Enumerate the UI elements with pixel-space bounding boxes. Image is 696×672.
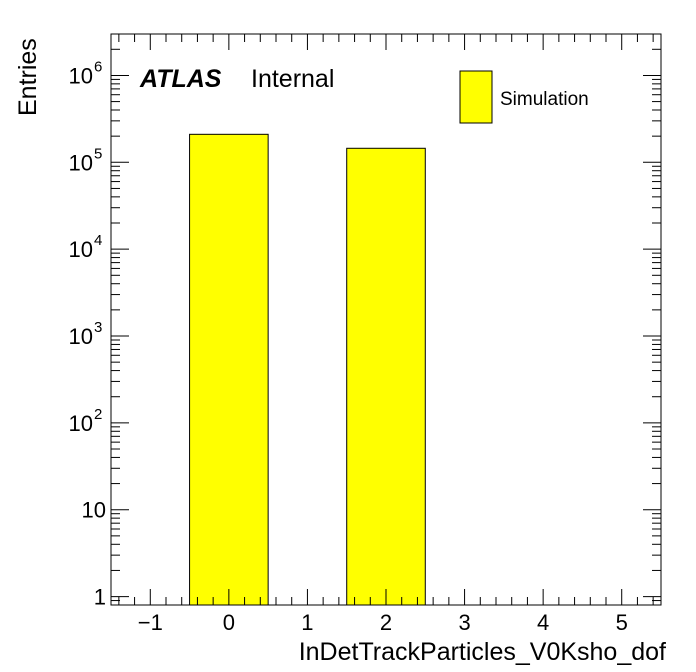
x-tick-label: −1 (138, 610, 163, 635)
y-tick-label-exponent: 6 (94, 58, 102, 75)
y-tick-label: 1 (94, 585, 106, 610)
y-tick-label: 10 (82, 498, 106, 523)
y-axis-title: Entries (14, 38, 42, 116)
y-tick-label: 10 (69, 63, 93, 88)
y-tick-label: 10 (69, 150, 93, 175)
y-tick-label-exponent: 2 (94, 406, 102, 423)
x-tick-label: 0 (223, 610, 235, 635)
histogram-bar-0 (189, 133, 269, 606)
plot-frame (110, 33, 662, 606)
y-tick-label: 10 (69, 324, 93, 349)
y-tick-label-exponent: 3 (94, 319, 102, 336)
y-tick-label: 10 (69, 411, 93, 436)
histogram-bar-1 (346, 147, 426, 606)
x-tick-label: 4 (537, 610, 549, 635)
x-axis-ticks (118, 34, 654, 605)
y-tick-label-exponent: 4 (94, 232, 102, 249)
x-tick-label: 5 (616, 610, 628, 635)
y-tick-label-exponent: 5 (94, 145, 102, 162)
legend-swatch-simulation (459, 70, 493, 124)
y-tick-label: 10 (69, 237, 93, 262)
x-axis-title: InDetTrackParticles_V0Ksho_dof (299, 638, 666, 666)
x-tick-label: 3 (458, 610, 470, 635)
atlas-label: ATLAS (139, 65, 222, 93)
legend-label-simulation: Simulation (500, 89, 589, 110)
x-tick-label: 1 (301, 610, 313, 635)
x-tick-label: 2 (380, 610, 392, 635)
bars-layer (189, 133, 426, 606)
x-tick-labels: −1 0 1 2 3 4 5 (138, 610, 628, 635)
atlas-status-label: Internal (251, 65, 334, 93)
